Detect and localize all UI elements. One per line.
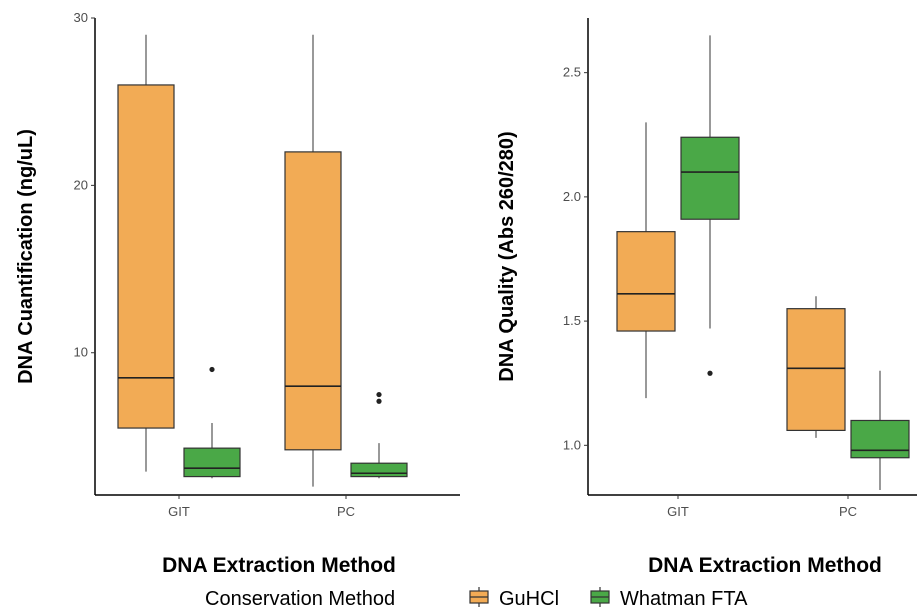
box-body — [680, 136, 740, 220]
box-body — [117, 84, 175, 429]
box-whatman-fta-git — [183, 366, 241, 479]
box-body — [350, 462, 408, 478]
outlier-point — [707, 370, 713, 376]
box-whatman-fta-git — [680, 35, 740, 376]
x-axis-title: DNA Extraction Method — [648, 554, 882, 577]
outlier-point — [209, 366, 215, 373]
box-body — [284, 151, 342, 451]
box-whatman-fta-pc — [350, 391, 408, 479]
quantification-panel: 10 20 30 GIT PC DNA Cuantification (ng/uL) DNA… — [15, 10, 460, 577]
box-guhcl-pc — [786, 296, 846, 438]
legend-key-guhcl — [469, 587, 489, 607]
legend: Conservation Method GuHCl Whatman FTA — [205, 587, 748, 610]
legend-key-whatman-fta — [590, 587, 610, 607]
box-guhcl-git — [117, 34, 175, 472]
x-tick-label: PC — [337, 504, 355, 519]
quality-panel: 1.0 1.5 2.0 2.5 GIT PC DNA Quality (Abs 260/28… — [496, 18, 917, 577]
box-guhcl-git — [616, 122, 676, 399]
y-tick-label: 2.5 — [563, 65, 581, 80]
y-tick-label: 2.0 — [563, 189, 581, 204]
box-whatman-fta-pc — [850, 370, 910, 491]
outlier-point — [376, 398, 382, 404]
y-tick-label: 20 — [74, 177, 88, 192]
x-axis-title: DNA Extraction Method — [162, 554, 396, 577]
y-tick-label: 10 — [74, 345, 88, 360]
outlier-point — [376, 391, 382, 398]
x-tick-label: GIT — [168, 504, 190, 519]
box-guhcl-pc — [284, 34, 342, 487]
x-tick-label: GIT — [667, 504, 689, 519]
legend-title: Conservation Method — [205, 588, 395, 610]
y-axis-title: DNA Cuantification (ng/uL) — [15, 129, 37, 384]
y-tick-label: 1.5 — [563, 313, 581, 328]
legend-label-whatman-fta: Whatman FTA — [620, 588, 748, 610]
box-body — [786, 308, 846, 432]
y-axis-title: DNA Quality (Abs 260/280) — [496, 131, 518, 381]
box-body — [183, 447, 241, 478]
y-tick-label: 30 — [74, 10, 88, 25]
box-body — [850, 419, 910, 459]
box-body — [616, 231, 676, 332]
x-tick-label: PC — [839, 504, 857, 519]
legend-label-guhcl: GuHCl — [499, 588, 559, 610]
y-tick-label: 1.0 — [563, 437, 581, 452]
